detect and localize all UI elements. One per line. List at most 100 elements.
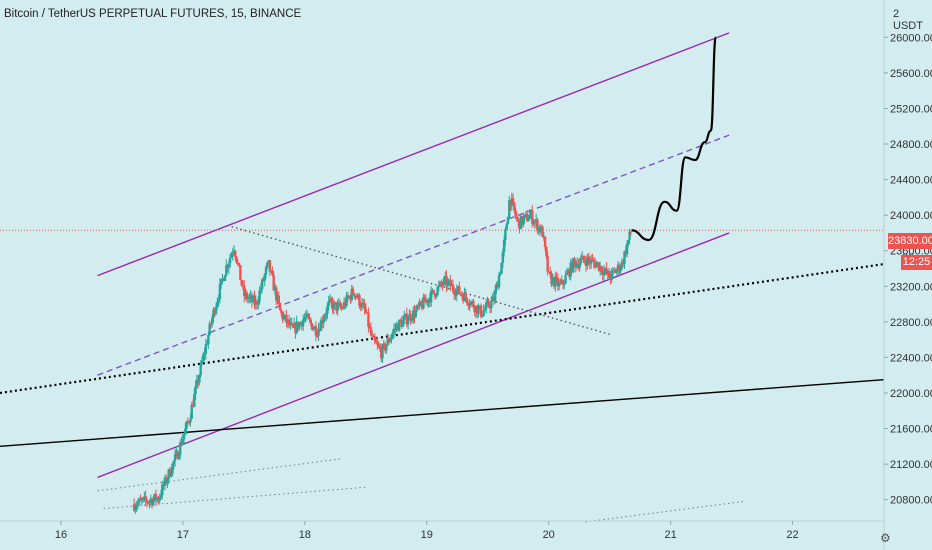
candle-body (374, 340, 378, 343)
candle-body (628, 231, 631, 240)
candle-body (179, 442, 182, 456)
candle-body (542, 236, 546, 238)
candle-body (614, 270, 617, 273)
candles-layer (132, 192, 633, 514)
candle-body (472, 301, 475, 308)
candle-body (463, 292, 466, 302)
candle-body (283, 314, 287, 317)
candle-body (303, 317, 306, 320)
channel-mid-line[interactable] (97, 134, 730, 376)
y-tick-label: 24000.00 (890, 210, 932, 222)
candle-body (403, 316, 406, 320)
candle-body (524, 213, 528, 216)
candle-body (207, 334, 210, 345)
chart-title: Bitcoin / TetherUS PERPETUAL FUTURES, 15… (4, 8, 302, 20)
candle-body (171, 463, 174, 474)
candle-body (390, 336, 393, 340)
candle-body (365, 312, 369, 314)
candle-body (410, 319, 414, 321)
candle-body (175, 451, 178, 455)
candle-body (244, 292, 247, 297)
candle-body (319, 320, 323, 331)
candle-body (483, 309, 487, 311)
candle-body (155, 498, 159, 501)
faint-line-1[interactable] (97, 458, 342, 492)
candle-body (445, 276, 448, 287)
candle-body (378, 346, 382, 350)
candle-body (346, 295, 350, 298)
candle-body (296, 321, 300, 329)
candle-body (404, 313, 407, 317)
candle-body (606, 270, 610, 274)
candle-body (272, 275, 275, 291)
candle-body (227, 263, 231, 268)
candle-body (527, 219, 530, 222)
trend-line-dotted[interactable] (0, 262, 885, 395)
candle-body (417, 305, 420, 307)
candle-body (267, 260, 270, 263)
y-tick-label: 23200.00 (890, 281, 932, 293)
candle-body (557, 282, 561, 287)
x-tick-label: 22 (786, 529, 798, 541)
candle-body (467, 303, 470, 306)
candle-body (194, 386, 197, 395)
candle-body (473, 307, 476, 313)
candle-body (541, 226, 544, 237)
candle-body (373, 336, 377, 341)
candle-body (556, 278, 560, 287)
candle-body (465, 298, 469, 304)
candle-body (508, 200, 511, 218)
candle-body (228, 257, 232, 264)
candle-body (205, 344, 209, 346)
candle-body (277, 295, 280, 303)
faint-line-3[interactable] (585, 500, 744, 523)
projection-curve[interactable] (631, 36, 717, 242)
candle-body (575, 263, 579, 268)
candle-body (255, 300, 259, 305)
candle-body (444, 276, 447, 279)
candle-body (418, 301, 421, 307)
candle-body (184, 428, 187, 435)
candle-body (501, 252, 505, 263)
candle-body (522, 218, 525, 225)
faint-line-2[interactable] (103, 486, 366, 510)
candle-body (292, 323, 296, 328)
candle-body (230, 254, 233, 258)
candle-body (497, 275, 501, 288)
candle-body (438, 282, 442, 286)
channel-lower-line[interactable] (97, 232, 730, 479)
candle-body (577, 263, 580, 268)
y-tick-label: 21600.00 (890, 424, 932, 436)
candle-body (359, 306, 362, 308)
candle-body (301, 319, 305, 327)
candle-body (257, 301, 260, 305)
candle-body (221, 278, 224, 280)
trend-line-solid[interactable] (0, 378, 885, 448)
candle-body (180, 442, 183, 445)
candle-body (607, 270, 611, 278)
candle-body (499, 273, 502, 276)
candle-body (330, 298, 333, 303)
candle-body (204, 344, 208, 354)
candle-body (450, 284, 453, 287)
candle-body (313, 326, 316, 329)
candle-body (583, 259, 586, 262)
candle-body (309, 319, 313, 324)
gear-icon[interactable]: ⚙ (880, 531, 891, 545)
candle-body (223, 275, 227, 281)
candle-body (158, 497, 161, 501)
candle-body (376, 342, 379, 345)
candle-body (395, 324, 398, 329)
candle-body (563, 283, 566, 285)
candle-body (360, 302, 364, 308)
candle-body (362, 302, 365, 304)
candle-body (621, 261, 625, 264)
candle-body (543, 236, 547, 248)
candle-body (354, 295, 357, 297)
candle-body (182, 434, 186, 440)
candle-body (312, 328, 315, 331)
candle-body (333, 301, 337, 303)
channel-upper-line[interactable] (97, 32, 730, 277)
